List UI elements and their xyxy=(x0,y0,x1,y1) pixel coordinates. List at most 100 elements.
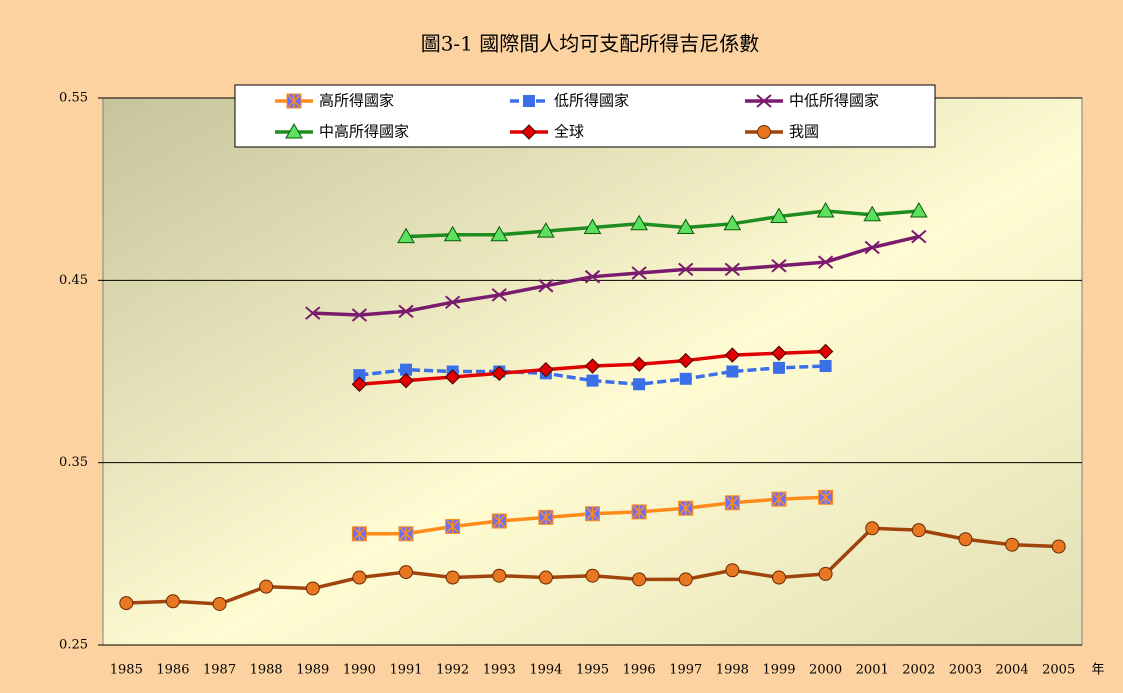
marker xyxy=(678,352,694,369)
x-tick-label: 1998 xyxy=(716,663,749,678)
marker xyxy=(771,491,787,507)
x-tick-label: 1999 xyxy=(762,663,795,678)
marker xyxy=(726,365,739,378)
marker xyxy=(633,378,646,391)
marker xyxy=(724,262,741,277)
marker xyxy=(259,579,274,594)
x-tick-label: 1991 xyxy=(389,663,422,678)
chart-title: 圖3-1 國際間人均可支配所得吉尼係數 xyxy=(421,32,760,56)
marker xyxy=(632,572,647,587)
marker xyxy=(397,227,415,244)
marker-cross xyxy=(819,490,833,505)
marker xyxy=(818,489,834,505)
legend-item: 中高所得國家 xyxy=(275,123,409,141)
marker xyxy=(538,570,553,585)
marker xyxy=(678,262,694,277)
legend-box xyxy=(234,84,936,148)
marker xyxy=(676,218,695,234)
x-tick-label: 1989 xyxy=(296,663,329,678)
x-tick-label: 1997 xyxy=(669,663,702,678)
marker xyxy=(725,563,740,578)
marker xyxy=(724,495,740,511)
marker xyxy=(400,363,413,376)
x-tick-label: 1985 xyxy=(110,663,143,678)
x-tick-label: 2004 xyxy=(996,663,1029,678)
legend-label: 中高所得國家 xyxy=(319,123,409,141)
marker-cross xyxy=(352,526,366,541)
marker-cross xyxy=(632,504,646,519)
marker xyxy=(286,93,302,109)
marker xyxy=(771,345,787,361)
legend-item: 我國 xyxy=(745,123,819,141)
marker xyxy=(165,594,180,609)
marker xyxy=(631,504,647,520)
marker xyxy=(772,361,785,374)
y-tick-label: 0.55 xyxy=(59,91,88,106)
marker xyxy=(864,240,880,255)
x-tick-label: 1992 xyxy=(436,663,469,678)
marker xyxy=(756,94,772,108)
marker xyxy=(818,566,833,581)
x-tick-label: 2002 xyxy=(902,663,935,678)
legend-label: 中低所得國家 xyxy=(789,92,879,110)
marker xyxy=(817,255,834,269)
marker xyxy=(521,124,537,140)
marker xyxy=(305,581,320,596)
series-line xyxy=(312,234,920,317)
marker xyxy=(631,356,647,372)
marker xyxy=(490,225,509,242)
legend-item: 低所得國家 xyxy=(510,92,629,110)
marker xyxy=(819,360,832,373)
marker xyxy=(678,572,693,587)
marker-cross xyxy=(585,506,600,521)
marker xyxy=(909,202,928,218)
marker xyxy=(444,295,461,309)
marker xyxy=(492,568,507,583)
marker-cross xyxy=(446,519,460,534)
marker-cross xyxy=(287,94,301,108)
marker xyxy=(679,372,692,385)
marker xyxy=(538,509,554,525)
marker xyxy=(584,358,601,374)
x-tick-label: 1988 xyxy=(250,663,283,678)
marker xyxy=(537,222,555,238)
marker-cross xyxy=(399,526,413,541)
x-axis-label: 年 xyxy=(1091,663,1104,678)
x-tick-label: 1990 xyxy=(343,663,376,678)
marker xyxy=(583,218,602,234)
marker xyxy=(958,532,973,547)
marker xyxy=(445,570,460,585)
x-tick-label: 2005 xyxy=(1042,663,1075,678)
marker xyxy=(538,361,554,378)
marker xyxy=(398,372,414,389)
marker xyxy=(443,225,462,242)
x-tick-label: 1986 xyxy=(156,663,189,678)
marker xyxy=(757,125,771,139)
marker xyxy=(911,229,927,244)
y-tick-label: 0.35 xyxy=(59,455,88,470)
y-tick-label: 0.45 xyxy=(59,273,88,288)
x-tick-label: 2003 xyxy=(949,663,982,678)
marker xyxy=(816,202,835,218)
legend-label: 低所得國家 xyxy=(554,92,629,110)
marker xyxy=(1051,539,1066,554)
legend-label: 全球 xyxy=(554,123,584,141)
x-tick-label: 1996 xyxy=(623,663,656,678)
marker xyxy=(491,288,507,302)
marker xyxy=(724,347,741,363)
marker xyxy=(398,526,414,542)
marker-cross xyxy=(679,501,693,516)
marker xyxy=(865,521,880,536)
marker xyxy=(911,523,926,538)
marker xyxy=(398,304,414,319)
marker xyxy=(817,343,834,360)
marker-cross xyxy=(725,495,739,510)
marker xyxy=(285,122,303,139)
marker xyxy=(491,513,507,529)
legend-item: 中低所得國家 xyxy=(745,92,879,110)
marker xyxy=(631,266,647,280)
marker-cross xyxy=(772,492,786,507)
marker xyxy=(771,570,786,585)
marker xyxy=(538,279,554,293)
